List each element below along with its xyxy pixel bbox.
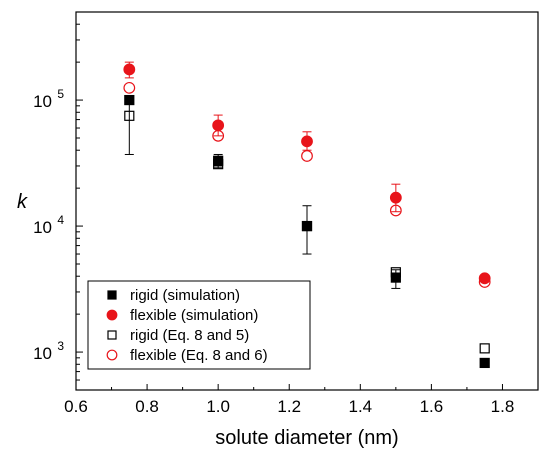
legend-entry-label: rigid (Eq. 8 and 5) [130,327,249,344]
y-tick-base: 10 [33,92,52,111]
x-axis-label: solute diameter (nm) [215,427,398,449]
marker-circle [123,81,136,94]
x-tick-label: 1.0 [206,397,230,416]
marker-circle [478,272,491,285]
y-tick-base: 10 [33,218,52,237]
marker-circle [123,63,136,76]
data-marks [123,61,491,369]
marker-square [124,94,135,106]
marker-circle [106,309,118,321]
series-0 [124,94,490,369]
y-tick-base: 10 [33,344,52,363]
x-tick-label: 0.8 [135,397,159,416]
legend: rigid (simulation) flexible (simulation) r… [87,280,311,370]
legend-entry-label: flexible (Eq. 8 and 6) [130,347,268,364]
marker-square [301,220,313,232]
marker-circle [301,150,313,162]
x-tick-label: 1.6 [420,397,444,416]
series-3 [123,81,491,288]
y-tick-exponent: 4 [57,213,64,227]
marker-square [479,343,490,354]
x-tick-label: 1.8 [491,397,515,416]
plot-frame [75,11,539,391]
marker-circle [301,135,313,148]
y-tick-label: 10 [33,218,52,237]
legend-entry-label: flexible (simulation) [130,307,258,324]
marker-circle [212,119,225,132]
marker-square [107,330,117,340]
marker-circle [106,349,118,361]
y-axis-label: k [17,191,28,213]
x-tick-label: 0.6 [64,397,88,416]
legend-entry-label: rigid (simulation) [130,287,240,304]
y-tick-exponent: 3 [57,339,64,353]
y-tick-label: 10 [33,344,52,363]
marker-square [390,272,401,283]
marker-square [107,290,117,300]
legend-box [87,280,311,370]
x-axis: 0.6 0.8 1.0 1.2 1.4 1.6 1.8 [64,384,514,416]
y-tick-exponent: 5 [57,87,64,101]
x-tick-label: 1.2 [277,397,301,416]
marker-circle [389,191,402,204]
series-1 [123,61,491,285]
y-tick-label: 10 [33,92,52,111]
marker-square [124,110,135,121]
y-axis: 10 3 10 4 10 5 [33,11,83,391]
x-tick-label: 1.4 [348,397,372,416]
marker-square [479,357,490,369]
marker-square [213,155,224,166]
